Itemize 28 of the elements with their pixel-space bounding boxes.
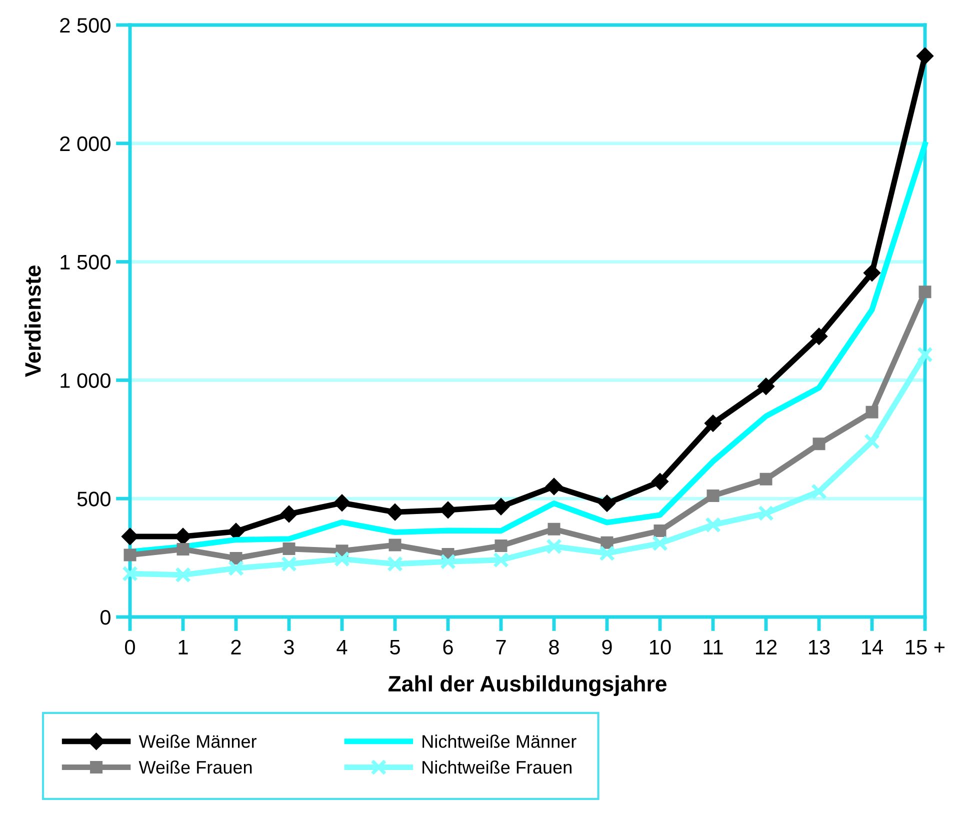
x-tick-label: 15 + xyxy=(906,640,945,655)
y-tick-label: 2 000 xyxy=(60,136,110,152)
x-tick-label: 8 xyxy=(549,640,559,655)
x-tick-label: 9 xyxy=(602,640,612,655)
y-tick-label: 1 000 xyxy=(60,373,110,388)
y-axis-title: Verdienste xyxy=(24,266,41,378)
x-tick-label: 1 xyxy=(178,640,188,654)
y-tick-label: 500 xyxy=(77,492,110,506)
x-tick-label: 7 xyxy=(496,640,506,654)
x-tick-label: 4 xyxy=(336,640,348,654)
x-axis-title: Zahl der Ausbildungsjahre xyxy=(388,675,666,696)
y-tick-label: 2 500 xyxy=(60,18,110,33)
y-tick-label: 1 500 xyxy=(60,254,110,270)
legend-label: Nichtweiße Männer xyxy=(422,734,576,748)
x-tick-label: 14 xyxy=(862,640,883,654)
legend-label: Weiße Männer xyxy=(138,734,257,748)
legend-label: Weiße Frauen xyxy=(138,760,252,774)
x-tick-label: 13 xyxy=(809,640,830,655)
x-tick-label: 12 xyxy=(756,640,777,654)
x-tick-label: 2 xyxy=(231,640,241,654)
x-tick-label: 10 xyxy=(650,640,671,655)
legend-label: Nichtweiße Frauen xyxy=(422,760,572,774)
y-tick-label: 0 xyxy=(100,610,110,625)
x-tick-label: 5 xyxy=(390,640,400,655)
x-tick-label: 3 xyxy=(284,640,294,655)
x-tick-label: 0 xyxy=(125,640,135,655)
x-tick-label: 11 xyxy=(704,640,723,654)
x-tick-label: 6 xyxy=(443,640,453,655)
